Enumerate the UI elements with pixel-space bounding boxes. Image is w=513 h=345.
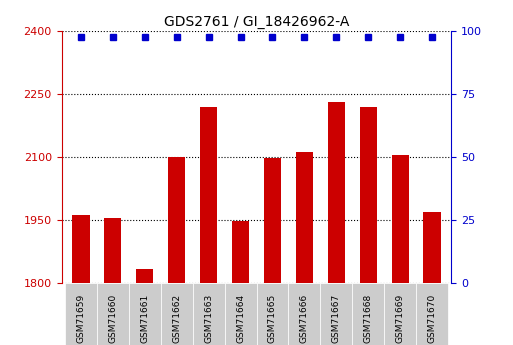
FancyBboxPatch shape xyxy=(192,283,225,345)
Text: GSM71663: GSM71663 xyxy=(204,294,213,343)
Text: GSM71659: GSM71659 xyxy=(76,294,85,343)
FancyBboxPatch shape xyxy=(321,283,352,345)
Text: GSM71670: GSM71670 xyxy=(428,294,437,343)
Bar xyxy=(328,102,345,283)
FancyBboxPatch shape xyxy=(288,283,321,345)
Text: GSM71664: GSM71664 xyxy=(236,294,245,343)
Bar xyxy=(72,215,90,283)
Text: GSM71660: GSM71660 xyxy=(108,294,117,343)
FancyBboxPatch shape xyxy=(384,283,416,345)
Title: GDS2761 / GI_18426962-A: GDS2761 / GI_18426962-A xyxy=(164,14,349,29)
Text: GSM71668: GSM71668 xyxy=(364,294,373,343)
Bar xyxy=(423,213,441,283)
FancyBboxPatch shape xyxy=(256,283,288,345)
FancyBboxPatch shape xyxy=(129,283,161,345)
Text: GSM71666: GSM71666 xyxy=(300,294,309,343)
Bar xyxy=(264,158,281,283)
Text: GSM71665: GSM71665 xyxy=(268,294,277,343)
Bar xyxy=(104,218,122,283)
Bar xyxy=(232,221,249,283)
Bar xyxy=(360,107,377,283)
Text: GSM71662: GSM71662 xyxy=(172,294,181,343)
FancyBboxPatch shape xyxy=(225,283,256,345)
Bar xyxy=(200,107,218,283)
FancyBboxPatch shape xyxy=(352,283,384,345)
FancyBboxPatch shape xyxy=(161,283,192,345)
Bar xyxy=(391,155,409,283)
Bar xyxy=(136,269,153,283)
FancyBboxPatch shape xyxy=(65,283,97,345)
FancyBboxPatch shape xyxy=(97,283,129,345)
Bar xyxy=(295,152,313,283)
Text: GSM71669: GSM71669 xyxy=(396,294,405,343)
FancyBboxPatch shape xyxy=(416,283,448,345)
Text: GSM71667: GSM71667 xyxy=(332,294,341,343)
Text: GSM71661: GSM71661 xyxy=(140,294,149,343)
Bar xyxy=(168,157,185,283)
